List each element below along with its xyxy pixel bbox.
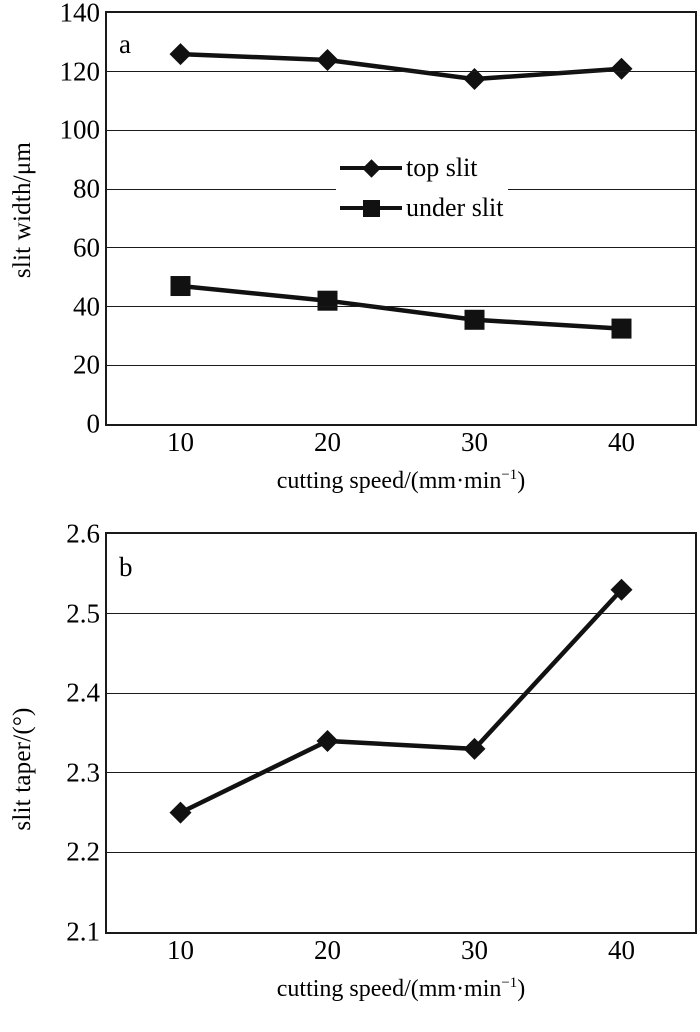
x-tick-label: 40 <box>608 427 635 457</box>
x-tick-label: 30 <box>461 935 488 965</box>
x-axis-label-b-main: cutting speed/(mm·min <box>276 976 502 1002</box>
data-point-diamond <box>463 68 486 91</box>
gridline <box>107 247 695 249</box>
data-point-diamond <box>169 43 192 66</box>
x-axis-label-b-tail: ) <box>517 976 526 1002</box>
series-layer-b <box>169 578 633 824</box>
y-tick-label: 20 <box>73 349 100 380</box>
gridline <box>107 613 695 615</box>
legend-label-top-slit: top slit <box>406 153 478 182</box>
y-tick-label: 120 <box>59 56 101 87</box>
series-line <box>180 51 622 82</box>
data-point-diamond <box>316 729 339 752</box>
y-tick-label: 2.6 <box>66 518 100 549</box>
y-tick-label: 140 <box>59 0 101 28</box>
y-axis-label-a: slit width/μm <box>9 141 36 279</box>
series-line <box>179 588 624 815</box>
panel-letter-a: a <box>119 29 131 59</box>
diamond-marker-icon <box>340 156 402 180</box>
legend-item-top-slit: top slit <box>340 148 504 188</box>
y-tick-label: 80 <box>73 173 100 204</box>
y-axis-label-b: slit taper/(°) <box>9 707 36 831</box>
x-tick-label: 40 <box>608 935 635 965</box>
x-tick-label: 20 <box>314 427 341 457</box>
x-tick-label: 20 <box>314 935 341 965</box>
plot-area-b: b 2.1 2.2 2.3 2.4 2.5 2.6 10 20 30 40 <box>66 520 697 964</box>
chart-panel-b: slit taper/(°) b 2.1 2.2 2.3 2.4 2.5 2.6 10 20 3… <box>0 510 700 1032</box>
legend-item-under-slit: under slit <box>340 188 504 228</box>
x-axis-label-a-main: cutting speed/(mm·min <box>276 468 502 494</box>
data-point-square <box>317 290 338 311</box>
gridline <box>107 851 695 853</box>
gridline <box>107 306 695 308</box>
x-axis-label-b-exponent: −1 <box>501 975 518 991</box>
y-tick-label: 40 <box>73 291 100 322</box>
panel-letter-b: b <box>119 552 133 582</box>
y-tick-label: 0 <box>86 408 101 439</box>
plot-area-a: a 0 20 40 60 80 100 120 140 10 20 30 40 top slit un… <box>60 0 697 456</box>
y-tick-label: 60 <box>73 232 100 263</box>
gridline <box>107 772 695 774</box>
gridline <box>107 692 695 694</box>
square-marker-icon <box>340 196 402 220</box>
gridline <box>107 364 695 366</box>
x-axis-label-a-tail: ) <box>517 468 526 494</box>
data-point-diamond <box>463 737 486 760</box>
y-tick-label: 2.2 <box>66 836 100 867</box>
y-tick-label: 2.1 <box>66 916 100 947</box>
data-point-diamond <box>316 48 339 71</box>
y-tick-label: 2.4 <box>66 677 100 708</box>
data-point-square <box>464 309 485 330</box>
y-tick-label: 100 <box>59 114 101 145</box>
chart-panel-a: slit width/μm a 0 20 40 60 80 100 120 140 10 20 30… <box>0 0 700 510</box>
data-point-diamond <box>610 578 633 601</box>
series-layer-a <box>169 43 633 339</box>
legend-label-under-slit: under slit <box>406 193 504 222</box>
y-tick-label: 2.3 <box>66 757 100 788</box>
data-point-diamond <box>610 57 633 80</box>
y-tick-label: 2.5 <box>66 598 100 629</box>
data-point-diamond <box>169 801 192 824</box>
gridline <box>107 129 695 131</box>
data-point-square <box>611 318 632 339</box>
x-tick-label: 10 <box>167 427 194 457</box>
x-tick-label: 10 <box>167 935 194 965</box>
x-axis-label-b: cutting speed/(mm·min−1) <box>105 976 697 1003</box>
series-line <box>180 283 622 331</box>
x-axis-label-a: cutting speed/(mm·min−1) <box>105 468 697 495</box>
x-tick-label: 30 <box>461 427 488 457</box>
chart-legend-a: top slit under slit <box>336 146 508 230</box>
gridline <box>107 71 695 73</box>
x-axis-label-a-exponent: −1 <box>501 467 518 483</box>
data-point-square <box>170 276 191 297</box>
